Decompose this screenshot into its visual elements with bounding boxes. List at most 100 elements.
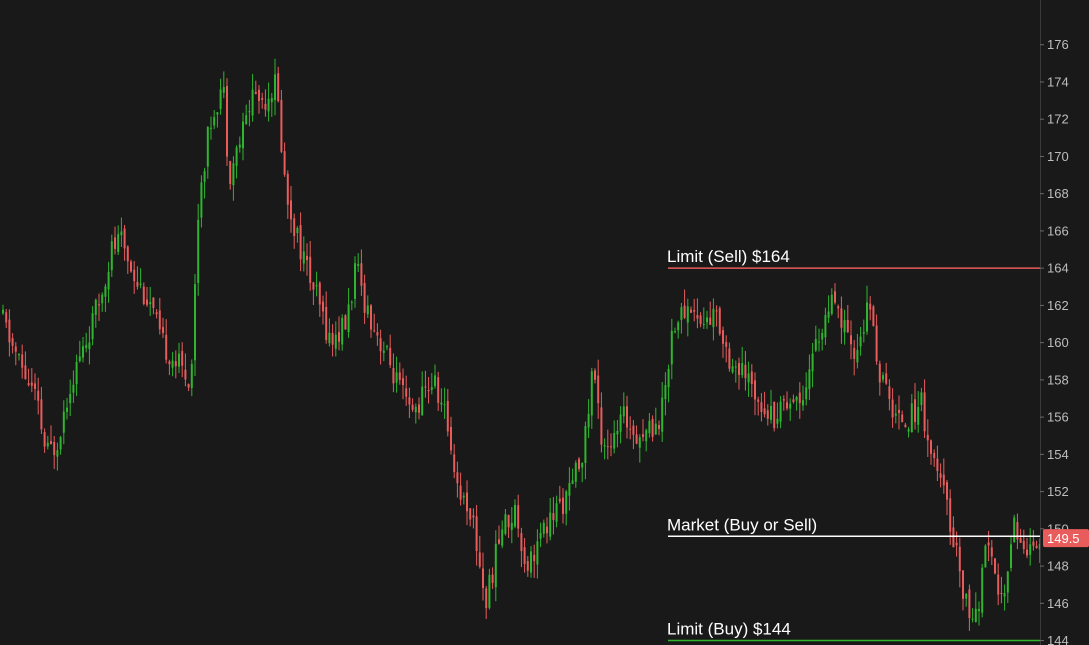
candle-body	[277, 73, 280, 102]
candle-body	[789, 403, 792, 409]
candle-body	[648, 420, 651, 434]
candle-body	[318, 282, 321, 305]
y-tick-label: 144	[1047, 633, 1069, 645]
candle-body	[78, 356, 81, 362]
y-tick-label: 168	[1047, 186, 1069, 201]
candle-body	[69, 393, 72, 404]
candle-body	[606, 446, 609, 448]
candle-body	[856, 350, 859, 363]
candle-body	[274, 74, 276, 101]
candle-body	[350, 301, 353, 303]
candle-body	[798, 392, 801, 404]
candle-body	[667, 368, 670, 388]
candle-body	[8, 319, 11, 343]
candle-body	[770, 405, 772, 420]
candle-body	[466, 492, 468, 512]
candle-body	[66, 407, 68, 412]
candle-body	[24, 365, 27, 380]
candle-body	[347, 304, 350, 333]
candle-body	[891, 399, 894, 418]
candle-body	[450, 426, 452, 451]
candle-body	[533, 554, 536, 562]
candle-body	[930, 440, 932, 454]
candle-body	[158, 310, 161, 330]
candle-body	[162, 327, 164, 334]
candle-body	[363, 282, 366, 313]
candle-body	[104, 286, 107, 297]
candle-body	[517, 505, 520, 529]
candle-body	[530, 551, 532, 573]
price-axis: 176 174 172 170 168 166 164 162 160 158 156 154 152 1…	[1040, 37, 1069, 645]
candle-body	[117, 234, 120, 252]
candle-body	[56, 450, 59, 457]
candle-body	[168, 361, 171, 365]
candle-body	[475, 516, 478, 552]
candle-body	[472, 515, 475, 518]
candle-body	[149, 302, 152, 305]
candle-body	[702, 324, 705, 326]
candle-body	[782, 399, 785, 401]
candle-body	[827, 311, 830, 318]
candle-body	[126, 246, 129, 262]
candle-body	[664, 385, 667, 400]
candle-body	[245, 115, 248, 125]
candle-body	[34, 383, 36, 389]
candle-body	[1038, 543, 1041, 550]
candle-body	[786, 402, 788, 409]
candle-body	[677, 322, 680, 331]
candle-body	[312, 282, 315, 290]
candle-body	[40, 399, 43, 430]
candle-body	[101, 294, 104, 304]
candle-body	[565, 491, 568, 514]
candle-body	[453, 454, 456, 473]
candle-body	[1010, 544, 1012, 569]
candle-body	[248, 111, 251, 113]
candle-body	[699, 315, 702, 324]
candle-body	[661, 397, 664, 432]
candle-body	[283, 151, 286, 175]
candle-body	[507, 514, 510, 528]
candle-body	[923, 392, 926, 432]
candle-body	[933, 453, 936, 459]
candle-body	[571, 480, 574, 484]
candle-body	[152, 297, 155, 309]
candle-body	[360, 263, 363, 286]
candle-body	[635, 434, 638, 444]
candle-body	[814, 339, 817, 351]
candle-body	[978, 609, 980, 611]
candle-body	[488, 574, 491, 608]
candle-body	[581, 462, 584, 468]
candle-body	[286, 173, 289, 205]
candle-body	[434, 375, 436, 387]
candle-body	[219, 89, 222, 109]
candle-body	[990, 547, 993, 557]
candle-body	[994, 558, 996, 574]
candle-body	[203, 171, 206, 182]
candle-body	[539, 532, 542, 539]
candle-body	[683, 305, 686, 318]
candle-body	[805, 387, 808, 400]
candle-body	[222, 87, 225, 93]
candle-body	[296, 227, 299, 234]
candle-body	[898, 409, 900, 414]
price-levels: Limit (Sell) $164 Market (Buy or Sell) Lim…	[667, 247, 1040, 642]
candle-body	[693, 310, 696, 312]
candle-body	[709, 317, 712, 325]
candle-body	[850, 335, 852, 345]
candle-body	[290, 200, 292, 220]
candle-body	[130, 261, 132, 272]
candle-body	[5, 312, 8, 323]
candle-body	[597, 375, 600, 404]
candle-body	[680, 307, 683, 320]
candle-body	[645, 430, 648, 442]
candle-body	[395, 372, 398, 383]
candle-body	[722, 330, 724, 344]
candle-body	[965, 594, 968, 599]
y-tick-label: 170	[1047, 149, 1069, 164]
candle-body	[626, 406, 628, 428]
candle-body	[558, 498, 561, 502]
candle-body	[757, 399, 760, 402]
candle-body	[114, 237, 116, 249]
candle-body	[123, 228, 126, 249]
